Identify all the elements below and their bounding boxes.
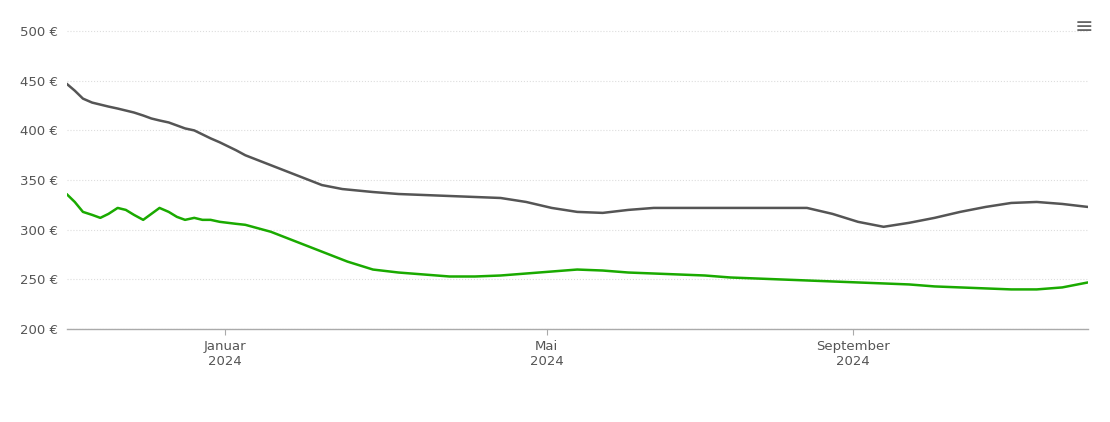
Text: ≡: ≡ [1074,17,1093,37]
